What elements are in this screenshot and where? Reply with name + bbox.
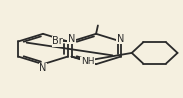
Text: N: N — [39, 63, 47, 73]
Text: N: N — [117, 34, 124, 44]
Text: NH: NH — [81, 57, 94, 66]
Text: Br: Br — [52, 36, 63, 46]
Text: N: N — [68, 34, 75, 44]
